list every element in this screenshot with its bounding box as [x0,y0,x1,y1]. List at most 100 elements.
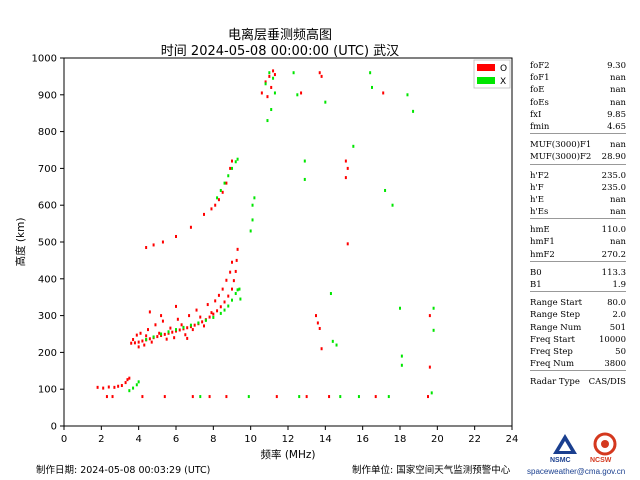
o-trace-point [221,287,224,291]
o-trace-point [260,91,263,95]
x-tick-label: 14 [319,434,332,445]
x-trace-point [406,93,409,97]
y-axis-label: 高度 (km) [14,218,27,267]
o-trace-point [178,328,181,332]
x-trace-point [400,363,403,367]
o-trace-point [130,341,133,345]
logos-area: NSMC NCSW [536,432,628,478]
o-trace-point [102,386,105,390]
param-label: foEs [530,97,549,108]
o-trace-point [126,378,129,382]
o-trace-point [214,203,217,207]
legend-label-x: X [500,77,506,87]
o-trace-point [141,339,144,343]
x-axis-ticks: 0 2 4 6 8 10 12 14 16 18 20 22 24 [61,426,519,445]
param-value: 501 [609,322,626,333]
x-tick-label: 4 [135,434,141,445]
x-trace-point [219,188,222,192]
x-trace-point [135,383,138,387]
param-row: foF1 nan [530,72,626,84]
x-trace-point [236,288,239,292]
o-trace-point [143,343,146,347]
params-group5: B0 113.3 B1 1.9 [530,260,626,291]
param-label: h'F [530,182,544,193]
o-trace-point [344,176,347,180]
o-trace-point [219,305,222,309]
o-trace-point [147,328,149,332]
o-trace-point [217,198,220,202]
param-label: fmin [530,121,550,132]
o-trace-point [318,71,321,75]
ncsw-label: NCSW [590,457,612,464]
o-trace-point [208,395,211,399]
param-row: hmF1 nan [530,236,626,248]
x-trace-point [204,318,207,322]
o-trace-point [229,270,232,274]
o-trace-point [203,324,205,328]
o-trace-point [236,247,239,251]
o-trace-point [225,278,228,282]
x-trace-point [160,332,163,336]
y-tick-label: 1000 [32,54,57,65]
x-trace-point [391,203,394,207]
x-trace-point [268,71,271,75]
param-value: 2.0 [612,310,626,321]
param-value: nan [609,194,626,205]
o-trace-point [231,159,233,163]
o-trace-point [173,336,176,340]
o-trace-point [227,294,230,298]
o-trace-point [206,303,209,307]
param-value: nan [609,207,626,218]
o-trace-point [328,395,331,399]
param-row: foF2 9.30 [530,60,626,72]
x-tick-label: 24 [506,434,519,445]
param-row: h'Es nan [530,206,626,218]
y-tick-label: 300 [38,311,57,322]
param-label: hmF2 [530,249,555,260]
param-label: foF2 [530,61,550,71]
x-trace-point [357,395,360,399]
param-row: Range Step 2.0 [530,309,626,321]
o-trace-point [210,311,213,315]
o-trace-point [132,338,135,342]
param-row: foEs nan [530,97,626,109]
param-label: hmE [530,225,550,236]
o-trace-point [382,91,385,95]
x-trace-point [251,203,254,207]
x-trace-point [352,144,355,148]
x-trace-point [298,395,301,399]
y-tick-label: 800 [38,127,57,138]
o-trace-point [169,326,172,330]
params-group3: h'F2 235.0 h'F 235.0 h'E nan h'Es nan [530,163,626,219]
o-trace-point [193,323,196,327]
y-tick-label: 100 [38,385,57,396]
o-trace-point [275,395,278,399]
x-tick-label: 8 [210,434,216,445]
o-trace-point [212,312,215,316]
o-trace-point [148,310,151,314]
o-trace-point [428,365,431,369]
o-trace-point [165,337,168,341]
params-group2: MUF(3000)F1 nan MUF(3000)F2 28.90 [530,133,626,163]
param-value: 235.0 [601,182,626,193]
param-label: Range Num [530,322,582,333]
x-trace-point [331,339,334,343]
y-tick-label: 600 [38,201,57,212]
legend: O X [473,59,511,89]
ionogram-chart: 0 2 4 6 8 10 12 14 16 18 20 22 24 010020030040050060… [14,54,519,462]
x-axis-label: 频率 (MHz) [261,448,316,461]
x-trace-point [399,306,401,310]
x-tick-label: 20 [431,434,444,445]
x-trace-point [303,177,306,181]
x-trace-point [239,297,242,301]
x-trace-point [329,292,332,296]
x-trace-point [128,389,131,393]
params-group6: Range Start 80.0 Range Step 2.0 Range Num 501… [530,291,626,370]
o-trace-point [135,333,138,337]
param-value: 28.90 [601,152,626,163]
x-trace-point [249,229,252,233]
o-trace-point [201,320,204,324]
x-tick-label: 0 [61,434,67,445]
parameters-panel: foF2 9.30 foF1 nan foE nan foEs nan fxI 9.85 fmin 4… [530,60,626,389]
param-value: nan [609,73,626,84]
